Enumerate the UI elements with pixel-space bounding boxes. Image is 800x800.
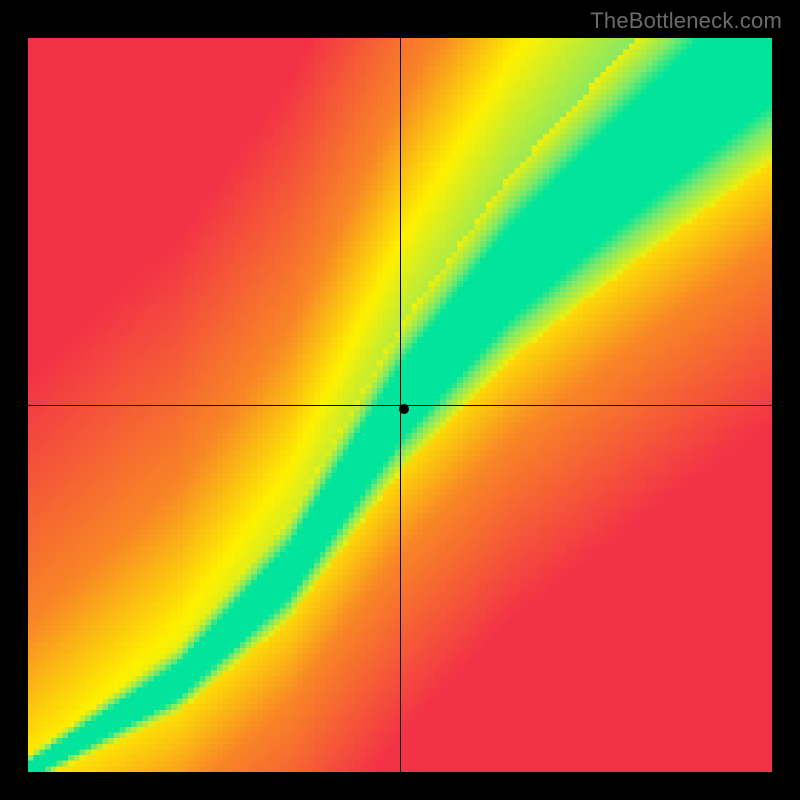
plot-area xyxy=(28,38,772,772)
watermark-text: TheBottleneck.com xyxy=(590,8,782,34)
selection-marker xyxy=(399,404,409,414)
